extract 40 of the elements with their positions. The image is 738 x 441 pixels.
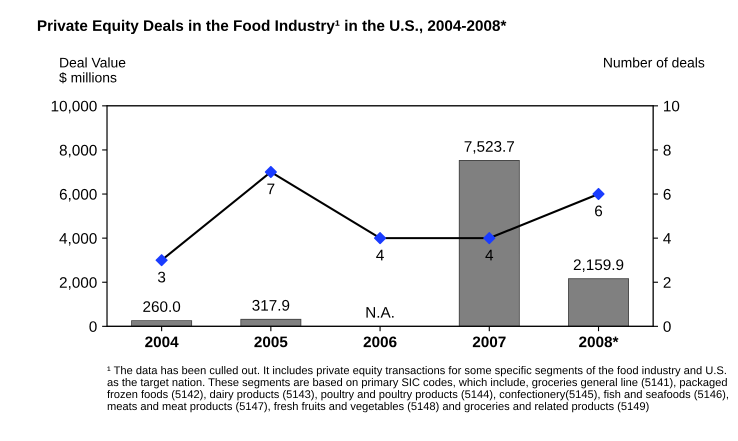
point <box>592 188 605 200</box>
x-tick-label: 2006 <box>364 336 397 348</box>
point <box>483 232 496 244</box>
text: N.A. <box>366 307 394 318</box>
y2-tick-label: 0 <box>663 321 671 332</box>
chart-title: Private Equity Deals in the Food Industry¹ in the U.S., 2004-2008* <box>38 20 506 34</box>
x-tick-label: 2007 <box>472 336 506 348</box>
y2-tick-label: 2 <box>664 277 671 288</box>
data-label: 260.0 <box>143 301 180 312</box>
point <box>374 232 386 244</box>
point <box>156 254 168 266</box>
y2-tick-label: 8 <box>664 144 671 156</box>
point <box>264 166 277 178</box>
y-axis-title: Deal Value $ millions <box>59 57 126 84</box>
y-tick-label: 0 <box>89 321 97 332</box>
data-label: 4 <box>376 250 384 260</box>
y-tick-label: 8,000 <box>60 144 97 158</box>
x-tick-label: 2004 <box>145 336 179 348</box>
y2-axis-title: Number of deals <box>604 57 704 68</box>
data-label: 7,523.7 <box>464 141 514 154</box>
y-tick-label: 6,000 <box>60 188 97 202</box>
bar <box>458 160 520 326</box>
y-tick-label: 4,000 <box>59 233 97 246</box>
y-tick-label: 2,000 <box>60 277 97 290</box>
x-tick-label: 2005 <box>254 336 288 348</box>
y2-tick-label: 10 <box>664 100 680 112</box>
text: ¹ The data has been culled out. It includes private equity transactions for some specific segments of the food industry and U.S. as the target nation. These segments are based on primary SIC codes, which include, groceries general line (5141), packaged frozen foods (5142), dairy products (5143), poultry and poultry products (5144), confectionery(5145), fish and seafoods (5146), meats and meat products (5147), fresh fruits and vegetables (5148) and groceries and related products (5149) <box>107 366 728 412</box>
x-tick-label: 2008* <box>579 336 618 348</box>
y-tick-label: 10,000 <box>52 100 97 114</box>
data-label: 3 <box>158 272 166 283</box>
data-label: 2,159.9 <box>574 259 624 272</box>
data-label: 317.9 <box>252 300 290 311</box>
data-label: 6 <box>595 206 602 216</box>
y2-tick-label: 4 <box>663 233 671 244</box>
data-label: 7 <box>267 184 274 194</box>
y2-tick-label: 6 <box>664 188 671 200</box>
bar <box>240 318 302 326</box>
data-label: 4 <box>485 250 494 260</box>
bar <box>131 320 192 326</box>
bar <box>568 278 629 326</box>
